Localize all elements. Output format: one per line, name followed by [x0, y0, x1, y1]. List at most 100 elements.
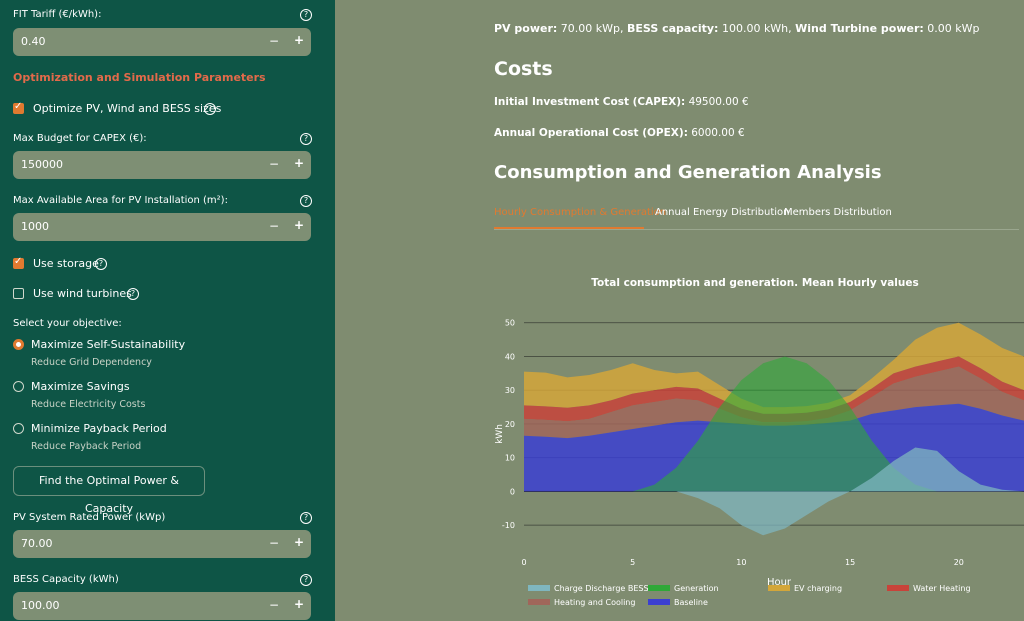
summary-pv-label: PV power: — [494, 22, 558, 35]
increment-button[interactable]: + — [294, 597, 305, 611]
fit-tariff-label: FIT Tariff (€/kWh): — [13, 9, 102, 20]
help-icon[interactable]: ? — [300, 9, 312, 21]
legend-swatch — [768, 585, 790, 591]
optimize-label: Optimize PV, Wind and BESS sizes — [33, 102, 222, 115]
legend-swatch — [648, 585, 670, 591]
increment-button[interactable]: + — [294, 156, 305, 170]
system-summary: PV power: 70.00 kWp, BESS capacity: 100.… — [494, 22, 980, 35]
y-axis-ticks: -10 0 10 20 30 40 50 — [502, 319, 515, 530]
area-series-generation — [524, 356, 1024, 492]
objective-radio-payback[interactable] — [13, 423, 24, 434]
chart-areas — [524, 322, 1024, 536]
increment-button[interactable]: + — [294, 33, 305, 47]
bess-capacity-label: BESS Capacity (kWh) — [13, 574, 119, 585]
y-tick-label: -10 — [502, 521, 515, 530]
x-axis-label: Hour — [767, 577, 792, 588]
pv-power-value[interactable]: 70.00 — [21, 537, 53, 550]
decrement-button[interactable]: − — [269, 157, 280, 171]
summary-wind-value: 0.00 kWp — [927, 22, 980, 35]
objective-label: Select your objective: — [13, 318, 122, 329]
y-tick-label: 0 — [510, 487, 515, 496]
storage-checkbox[interactable] — [13, 256, 24, 269]
x-tick-label: 15 — [845, 558, 855, 567]
summary-pv-value: 70.00 kWp, — [560, 22, 624, 35]
decrement-button[interactable]: − — [269, 598, 280, 612]
fit-tariff-value[interactable]: 0.40 — [21, 35, 46, 48]
y-tick-label: 10 — [505, 454, 515, 463]
tab-members[interactable]: Members Distribution — [784, 207, 892, 218]
capex-row: Initial Investment Cost (CAPEX): 49500.0… — [494, 96, 749, 108]
decrement-button[interactable]: − — [269, 219, 280, 233]
objective-title[interactable]: Minimize Payback Period — [31, 422, 167, 435]
objective-subtitle: Reduce Electricity Costs — [31, 399, 146, 410]
area-label: Max Available Area for PV Installation (… — [13, 195, 228, 206]
active-tab-indicator — [494, 227, 644, 229]
area-input[interactable]: 1000 − + — [13, 213, 311, 241]
area-series-charge-discharge-bess — [524, 447, 1024, 536]
y-tick-label: 50 — [505, 319, 515, 328]
legend-swatch — [887, 585, 909, 591]
chart-legend: Charge Discharge BESS Generation EV chargi… — [528, 584, 971, 607]
objective-radio-savings[interactable] — [13, 381, 24, 392]
x-tick-label: 20 — [954, 558, 964, 567]
tab-divider — [494, 229, 1019, 230]
y-tick-label: 40 — [505, 352, 515, 361]
area-series-heating-and-cooling — [524, 366, 1024, 439]
bess-capacity-input[interactable]: 100.00 − + — [13, 592, 311, 620]
legend-label: EV charging — [794, 584, 842, 593]
help-icon[interactable]: ? — [300, 512, 312, 524]
help-icon[interactable]: ? — [300, 195, 312, 207]
opex-row: Annual Operational Cost (OPEX): 6000.00 … — [494, 127, 745, 139]
help-icon[interactable]: ? — [300, 133, 312, 145]
objective-title[interactable]: Maximize Self-Sustainability — [31, 338, 186, 351]
area-value[interactable]: 1000 — [21, 220, 49, 233]
budget-label: Max Budget for CAPEX (€): — [13, 133, 147, 144]
tab-hourly[interactable]: Hourly Consumption & Generation — [494, 207, 667, 218]
find-optimal-button[interactable]: Find the Optimal Power & Capacity — [13, 466, 205, 515]
legend-swatch — [648, 599, 670, 605]
pv-power-input[interactable]: 70.00 − + — [13, 530, 311, 558]
optimize-checkbox[interactable] — [13, 101, 24, 114]
objective-subtitle: Reduce Grid Dependency — [31, 357, 152, 368]
wind-checkbox[interactable] — [13, 288, 24, 299]
legend-label: Generation — [674, 584, 719, 593]
analysis-heading: Consumption and Generation Analysis — [494, 162, 882, 183]
tab-annual[interactable]: Annual Energy Distribution — [655, 207, 790, 218]
help-icon[interactable]: ? — [95, 258, 107, 270]
pv-power-label: PV System Rated Power (kWp) — [13, 512, 166, 523]
chart-title: Total consumption and generation. Mean H… — [591, 277, 919, 289]
decrement-button[interactable]: − — [269, 34, 280, 48]
area-series-water-heating — [524, 356, 1024, 423]
consumption-chart: Total consumption and generation. Mean H… — [495, 277, 1024, 607]
x-tick-label: 10 — [736, 558, 746, 567]
y-tick-label: 30 — [505, 386, 515, 395]
opex-label: Annual Operational Cost (OPEX): — [494, 127, 688, 139]
decrement-button[interactable]: − — [269, 536, 280, 550]
fit-tariff-input[interactable]: 0.40 − + — [13, 28, 311, 56]
legend-label: Heating and Cooling — [554, 598, 635, 607]
storage-label: Use storage — [33, 257, 99, 270]
help-icon[interactable]: ? — [127, 288, 139, 300]
capex-value: 49500.00 € — [688, 96, 749, 108]
opex-value: 6000.00 € — [691, 127, 745, 139]
y-axis-label: kWh — [495, 424, 505, 444]
legend-label: Charge Discharge BESS — [554, 584, 649, 593]
sidebar: FIT Tariff (€/kWh): ? 0.40 − + Optimizat… — [0, 0, 335, 621]
increment-button[interactable]: + — [294, 535, 305, 549]
objective-radio-self-sustainability[interactable] — [13, 339, 24, 350]
help-icon[interactable]: ? — [300, 574, 312, 586]
capex-label: Initial Investment Cost (CAPEX): — [494, 96, 686, 108]
wind-label: Use wind turbines — [33, 287, 132, 300]
legend-label: Water Heating — [913, 584, 971, 593]
help-icon[interactable]: ? — [204, 103, 216, 115]
budget-input[interactable]: 150000 − + — [13, 151, 311, 179]
increment-button[interactable]: + — [294, 218, 305, 232]
section-title: Optimization and Simulation Parameters — [13, 71, 266, 84]
summary-bess-label: BESS capacity: — [627, 22, 719, 35]
legend-swatch — [528, 585, 550, 591]
budget-value[interactable]: 150000 — [21, 158, 63, 171]
objective-title[interactable]: Maximize Savings — [31, 380, 130, 393]
legend-swatch — [528, 599, 550, 605]
legend-label: Baseline — [674, 598, 708, 607]
bess-capacity-value[interactable]: 100.00 — [21, 599, 60, 612]
